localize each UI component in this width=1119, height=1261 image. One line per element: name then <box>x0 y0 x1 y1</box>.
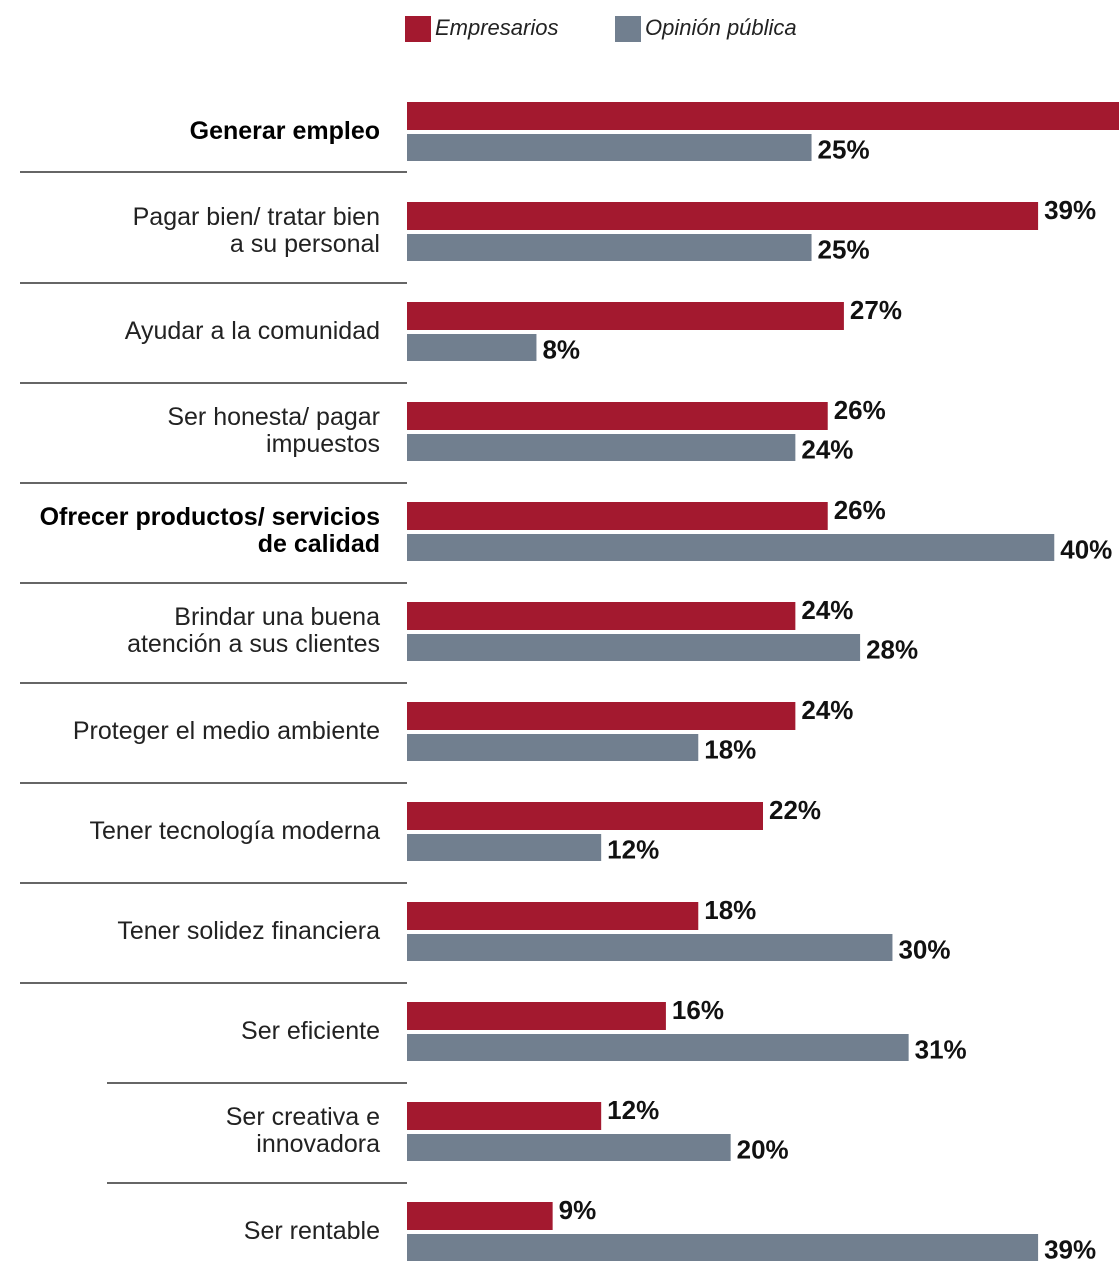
bar <box>407 1134 731 1161</box>
bar <box>407 702 796 730</box>
bar <box>407 534 1055 561</box>
category-label: Ser rentable <box>243 1216 380 1245</box>
category-label: Ser eficiente <box>241 1016 380 1045</box>
category-label: Ser honesta/ pagar impuestos <box>167 403 380 458</box>
value-label: 24% <box>801 695 853 725</box>
category-label: Ofrecer productos/ servicios de calidad <box>39 503 380 558</box>
value-label: 28% <box>866 634 918 664</box>
legend-swatch <box>405 16 431 42</box>
bar <box>407 802 763 830</box>
value-label: 22% <box>769 795 821 825</box>
bar <box>407 202 1039 230</box>
bar <box>407 1034 909 1061</box>
legend-swatch <box>615 16 641 42</box>
bar <box>407 634 861 661</box>
category-label: Ser creativa e innovadora <box>225 1103 380 1158</box>
bar <box>407 102 1119 130</box>
value-label: 24% <box>801 595 853 625</box>
bar <box>407 934 893 961</box>
bar <box>407 134 812 161</box>
category-label: Tener solidez financiera <box>117 916 380 945</box>
value-label: 27% <box>850 295 902 325</box>
category-label: Brindar una buena atención a sus cliente… <box>127 603 380 658</box>
value-label: 31% <box>915 1034 967 1064</box>
value-label: 18% <box>704 734 756 764</box>
category-label: Pagar bien/ tratar bien a su personal <box>132 203 380 258</box>
category-label: Generar empleo <box>189 116 380 145</box>
bar <box>407 402 828 430</box>
category-label: Proteger el medio ambiente <box>72 716 380 745</box>
bar <box>407 734 699 761</box>
value-label: 30% <box>898 934 950 964</box>
bar <box>407 902 699 930</box>
bar <box>407 302 844 330</box>
value-label: 39% <box>1044 1234 1096 1261</box>
value-label: 12% <box>607 834 659 864</box>
value-label: 18% <box>704 895 756 925</box>
value-label: 26% <box>834 395 886 425</box>
bar <box>407 502 828 530</box>
category-label: Tener tecnología moderna <box>89 816 380 845</box>
bar <box>407 1002 666 1030</box>
value-label: 25% <box>818 234 870 264</box>
bar <box>407 602 796 630</box>
value-label: 26% <box>834 495 886 525</box>
bar <box>407 834 602 861</box>
value-label: 25% <box>818 134 870 164</box>
bar <box>407 334 537 361</box>
value-label: 9% <box>559 1195 597 1225</box>
bar <box>407 1102 602 1130</box>
bar <box>407 434 796 461</box>
legend-label: Opinión pública <box>645 15 797 40</box>
value-label: 8% <box>542 334 580 364</box>
value-label: 12% <box>607 1095 659 1125</box>
legend-label: Empresarios <box>435 15 558 40</box>
value-label: 24% <box>801 434 853 464</box>
value-label: 39% <box>1044 195 1096 225</box>
value-label: 40% <box>1060 534 1112 564</box>
value-label: 20% <box>737 1134 789 1164</box>
value-label: 16% <box>672 995 724 1025</box>
category-label: Ayudar a la comunidad <box>124 316 380 345</box>
bar <box>407 234 812 261</box>
bar <box>407 1202 553 1230</box>
bar <box>407 1234 1039 1261</box>
